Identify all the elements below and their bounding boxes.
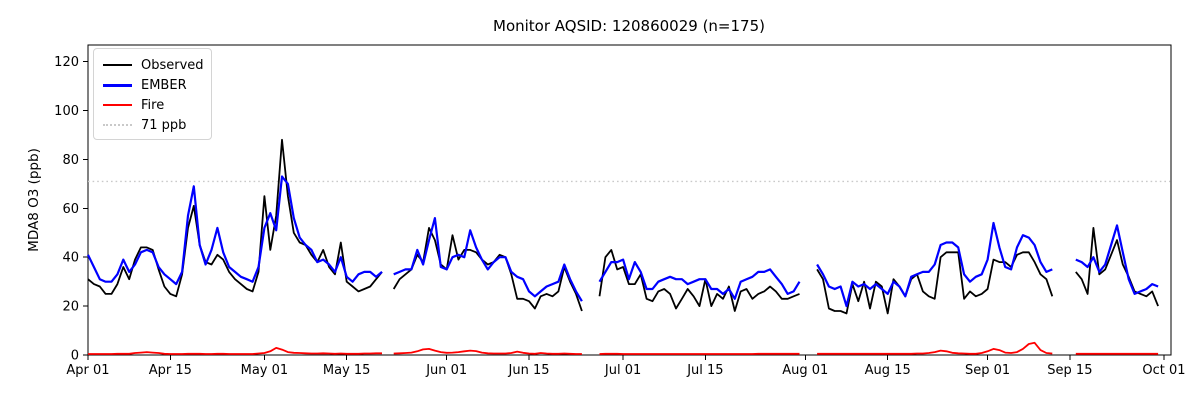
y-tick-label: 120	[54, 55, 79, 70]
ember-line	[393, 217, 583, 302]
fire-line	[817, 341, 1053, 355]
fire-line	[393, 347, 582, 355]
x-tick-label: Apr 15	[149, 363, 192, 378]
y-tick-label: 80	[62, 153, 79, 168]
x-tick-label: Sep 15	[1047, 363, 1092, 378]
x-tick-label: Apr 01	[66, 363, 109, 378]
x-tick-label: Oct 01	[1142, 363, 1185, 378]
observed-line	[598, 248, 800, 312]
x-tick-label: May 01	[241, 363, 289, 378]
fire-line	[88, 346, 382, 355]
legend-item-threshold: 71 ppb	[103, 116, 203, 134]
legend-label: 71 ppb	[141, 117, 187, 133]
x-tick-label: Aug 15	[865, 363, 911, 378]
ember-line	[87, 175, 383, 286]
plot-area: Apr 01 Apr 15 May 01 May 15 Jun 01 Jun 15 Jul …	[54, 44, 1186, 378]
x-tick-label: May 15	[323, 363, 371, 378]
plot-border	[87, 44, 1172, 356]
ember-line	[598, 258, 801, 300]
fire-swatch	[103, 104, 132, 106]
y-tick-label: 100	[54, 104, 79, 119]
ember-swatch	[103, 83, 132, 87]
legend-label: Fire	[141, 97, 165, 113]
legend-item-observed: Observed	[103, 56, 204, 74]
y-tick-label: 20	[62, 300, 79, 315]
legend-item-fire: Fire	[103, 96, 203, 114]
legend-label: Observed	[141, 57, 204, 73]
ember-line	[816, 221, 1053, 308]
legend: Observed EMBER Fire 71 ppb	[93, 48, 212, 140]
observed-line	[1075, 226, 1159, 307]
y-tick-label: 60	[62, 202, 79, 217]
observed-swatch	[103, 64, 132, 66]
y-tick-label: 40	[62, 251, 79, 266]
observed-line	[87, 138, 383, 298]
y-axis-label: MDA8 O3 (ppb)	[26, 148, 42, 252]
threshold-swatch	[103, 124, 132, 126]
legend-label: EMBER	[141, 77, 187, 93]
x-tick-label: Jun 01	[425, 363, 467, 378]
x-tick-label: Jul 15	[686, 363, 723, 378]
x-tick-label: Sep 01	[965, 363, 1010, 378]
legend-item-ember: EMBER	[103, 76, 203, 94]
x-tick-label: Jul 01	[604, 363, 641, 378]
observed-line	[392, 226, 583, 312]
y-tick-label: 0	[71, 349, 79, 364]
chart-title: Monitor AQSID: 120860029 (n=175)	[493, 17, 765, 35]
ember-line	[1075, 224, 1159, 295]
x-tick-label: Aug 01	[782, 363, 828, 378]
x-tick-label: Jun 15	[508, 363, 550, 378]
